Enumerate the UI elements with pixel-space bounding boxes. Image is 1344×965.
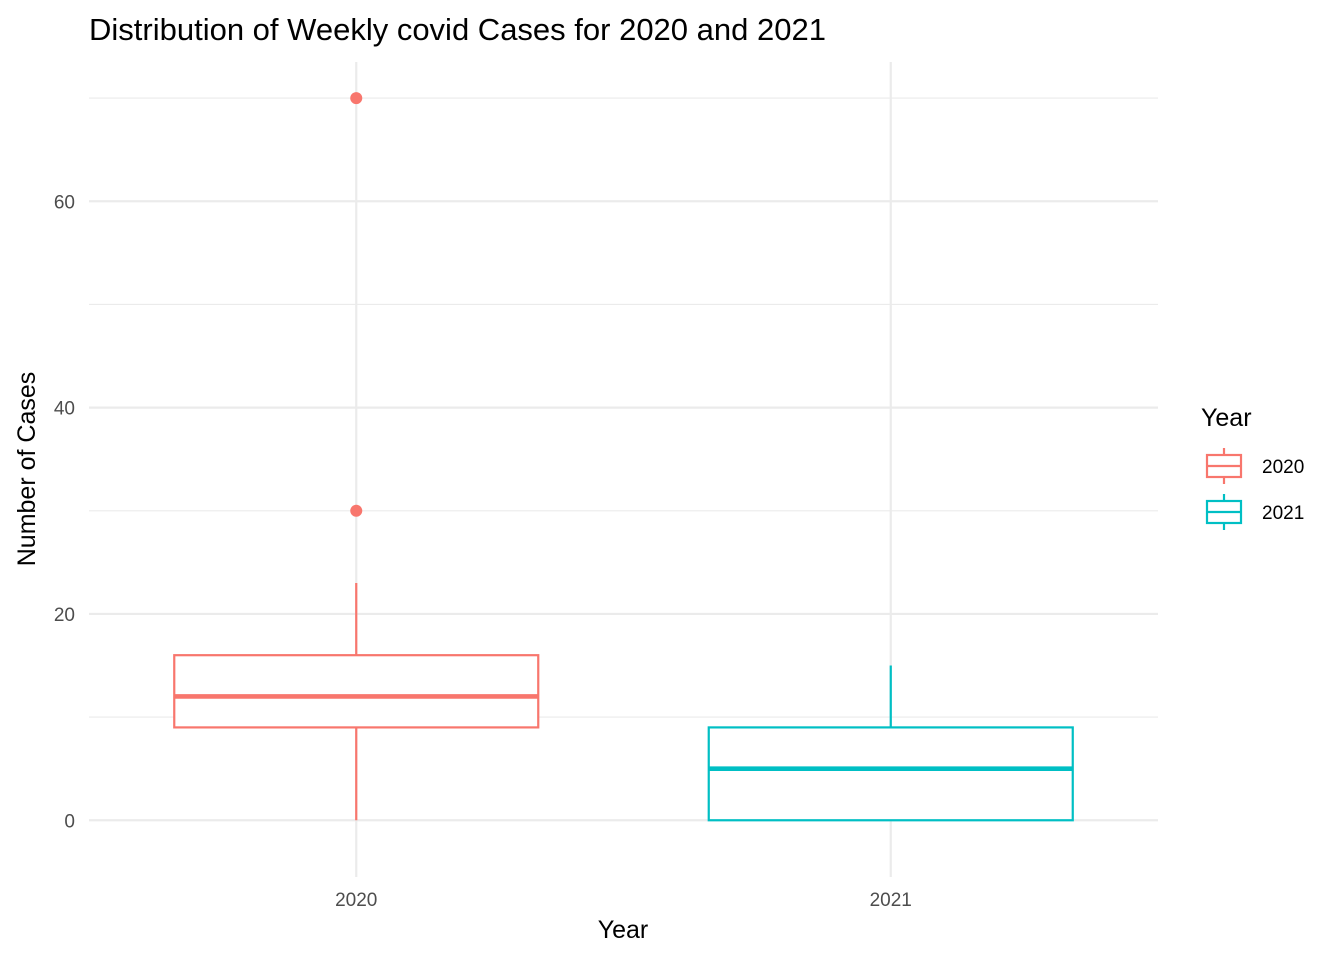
y-axis-title: Number of Cases	[13, 372, 41, 567]
legend-entry-2020: 2020	[1205, 448, 1304, 484]
legend-label: 2021	[1262, 503, 1304, 524]
y-tick-label: 40	[54, 399, 75, 420]
y-axis-ticks: 0 20 40 60	[54, 192, 75, 832]
legend-entry-2021: 2021	[1205, 494, 1304, 530]
legend: Year 2020 2021	[1201, 404, 1304, 530]
x-tick-label: 2020	[335, 890, 377, 911]
x-axis-title: Year	[598, 916, 649, 944]
outlier-point	[350, 92, 363, 105]
x-axis-ticks: 2020 2021	[335, 890, 912, 911]
box-marks	[173, 92, 1074, 822]
outlier-point	[350, 504, 363, 517]
box-group-2020	[173, 92, 540, 821]
legend-label: 2020	[1262, 457, 1304, 478]
box-group-2021	[707, 665, 1074, 822]
y-tick-label: 20	[54, 605, 75, 626]
chart-title: Distribution of Weekly covid Cases for 2…	[89, 12, 826, 47]
y-tick-label: 60	[54, 192, 75, 213]
x-tick-label: 2021	[870, 890, 912, 911]
legend-title: Year	[1201, 404, 1252, 432]
y-tick-label: 0	[64, 811, 75, 832]
box-iqr	[173, 654, 540, 729]
box-iqr	[707, 726, 1074, 822]
